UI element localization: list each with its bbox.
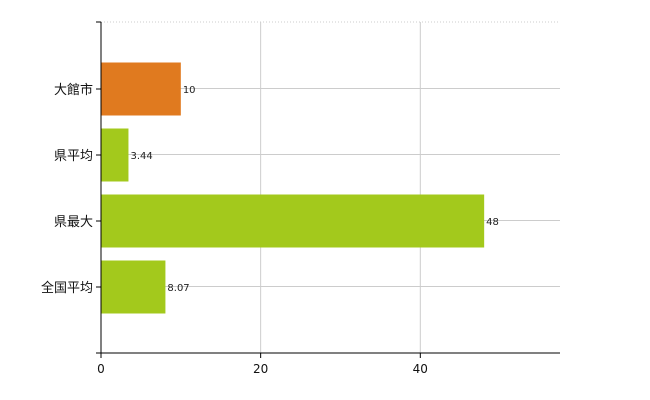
category-label: 全国平均 — [41, 280, 93, 296]
axes — [96, 22, 560, 354]
bar-3 — [101, 260, 166, 314]
bar-1 — [101, 128, 129, 182]
bars — [101, 62, 485, 314]
category-label: 県最大 — [54, 215, 93, 230]
data-label: 48 — [486, 217, 499, 228]
category-label: 県平均 — [54, 149, 93, 164]
x-tick-label: 20 — [253, 362, 268, 376]
bar-2 — [101, 194, 485, 248]
data-label: 8.07 — [167, 283, 189, 294]
data-label: 10 — [183, 85, 196, 96]
labels: 大館市 10 県平均 3.44 県最大 48 全国平均 8.07 0 20 40 — [41, 21, 499, 376]
x-tick-label: 40 — [413, 362, 428, 376]
bar-0 — [101, 62, 181, 116]
x-tick-label: 0 — [97, 362, 105, 376]
data-label: 3.44 — [130, 151, 152, 162]
category-label: 大館市 — [54, 82, 93, 98]
